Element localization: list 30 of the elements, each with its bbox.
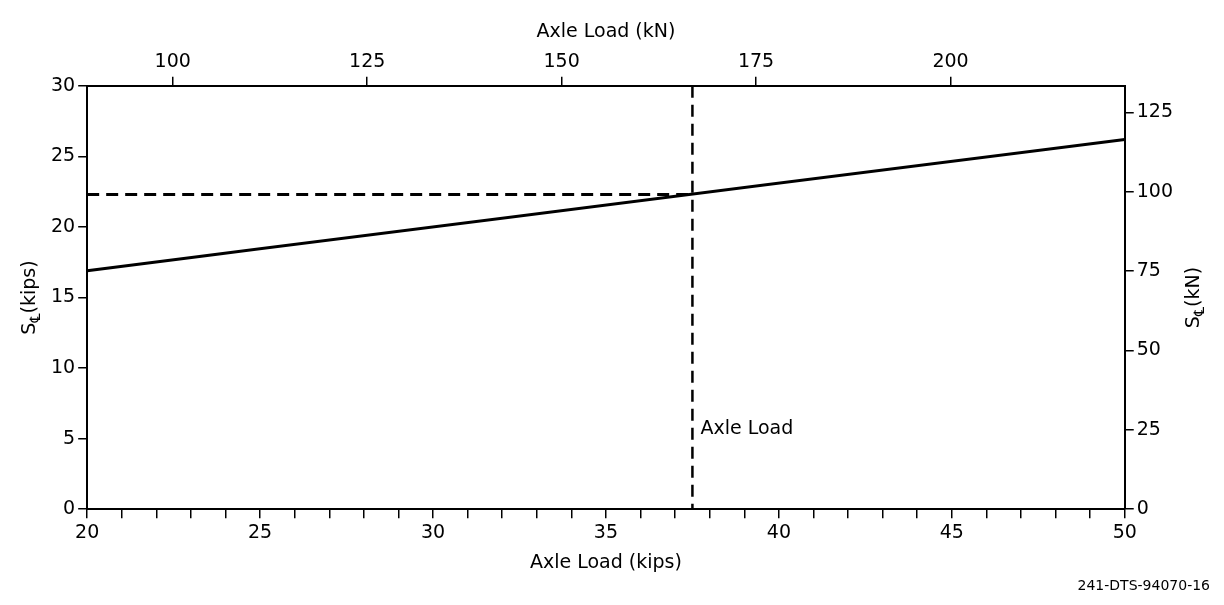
- y-tick-label: 30: [50, 72, 76, 95]
- x-tick-label: 45: [939, 519, 964, 542]
- y-tick-label: 10: [50, 355, 76, 377]
- y-axis-title: S℄(kips): [16, 260, 44, 335]
- x-tick-label: 50: [1112, 519, 1137, 542]
- x-axis-title: Axle Load (kips): [529, 549, 682, 572]
- y2-tick-label: 100: [1136, 178, 1173, 201]
- x2-tick-label: 150: [543, 49, 580, 72]
- x2-tick-label: 200: [932, 49, 969, 72]
- text: 241-DTS-94070-16: [1077, 576, 1211, 593]
- x2-tick-label: 125: [349, 49, 386, 72]
- x2-tick-label: 175: [737, 49, 775, 72]
- x2-axis-title: Axle Load (kN): [536, 18, 676, 41]
- y-tick-label: 15: [50, 284, 76, 307]
- y2-tick-label: 50: [1136, 337, 1161, 360]
- y-tick-label: 0: [63, 496, 76, 519]
- x2-tick-label: 100: [154, 49, 191, 72]
- ref-line-label: Axle Load: [700, 416, 794, 439]
- y2-tick-label: 125: [1136, 99, 1173, 122]
- x-tick-label: 40: [766, 519, 791, 542]
- y2-tick-label: 25: [1136, 416, 1161, 439]
- y2-tick-label: 0: [1136, 496, 1149, 519]
- x-tick-label: 30: [420, 519, 446, 542]
- y2-axis-title: S℄(kN): [1180, 266, 1208, 329]
- y2-tick-label: 75: [1136, 258, 1161, 281]
- y-tick-label: 20: [50, 213, 76, 236]
- x-tick-label: 35: [593, 519, 619, 542]
- y-tick-label: 5: [63, 425, 76, 448]
- y-tick-label: 25: [50, 143, 76, 166]
- x-tick-label: 25: [248, 519, 273, 542]
